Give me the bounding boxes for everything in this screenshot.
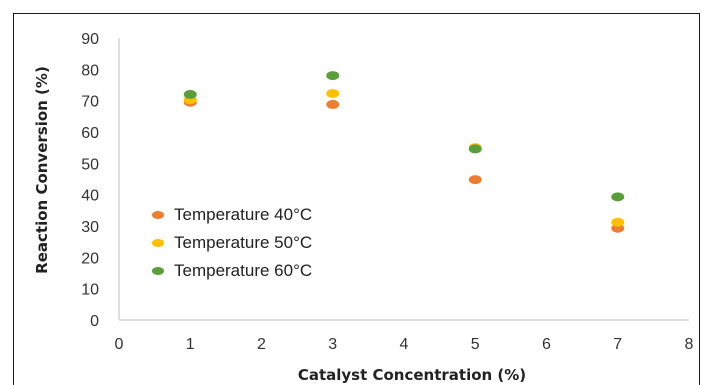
axes [118,38,689,321]
y-tick-label: 80 [81,62,99,79]
y-tick-label: 0 [90,313,99,330]
legend-marker [152,267,164,275]
x-tick-label: 1 [186,336,195,353]
y-tick-label: 70 [81,94,99,111]
y-tick-label: 40 [81,188,99,205]
y-tick-label: 60 [81,125,99,142]
x-tick-label: 2 [257,336,266,353]
legend-label: Temperature 40°C [174,205,312,224]
x-axis-title: Catalyst Concentration (%) [298,366,526,384]
data-point [611,192,625,202]
x-tick-label: 8 [685,336,694,353]
data-point [468,144,482,154]
legend-marker [152,239,164,247]
data-point [183,89,197,99]
x-tick-label: 5 [471,336,480,353]
legend-label: Temperature 60°C [174,261,312,280]
data-point [326,99,340,109]
y-tick-label: 20 [81,250,99,267]
legend-label: Temperature 50°C [174,233,312,252]
y-tick-label: 30 [81,219,99,236]
data-points [183,71,625,233]
y-tick-label: 90 [81,31,99,48]
x-tick-label: 7 [613,336,622,353]
y-tick-label: 50 [81,156,99,173]
data-point [468,175,482,185]
data-point [611,217,625,227]
data-point [326,71,340,81]
x-tick-label: 6 [542,336,551,353]
y-tick-label: 10 [81,282,99,299]
x-tick-label: 3 [328,336,337,353]
legend: Temperature 40°C Temperature 50°C Temperat… [152,205,312,280]
data-point [326,88,340,98]
x-tick-label: 0 [115,336,124,353]
x-tick-label: 4 [400,336,409,353]
y-axis-title: Reaction Conversion (%) [33,66,51,274]
chart-frame [13,13,700,385]
x-tick-labels: 0 1 2 3 4 5 6 7 8 [115,336,694,353]
y-tick-labels: 0 10 20 30 40 50 60 70 80 90 [81,31,99,330]
legend-marker [152,211,164,219]
